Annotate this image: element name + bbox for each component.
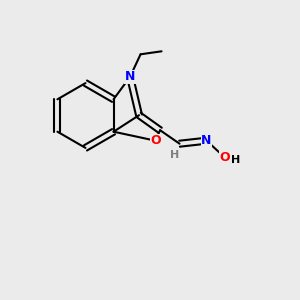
Text: N: N [201,134,212,147]
Text: H: H [169,150,179,160]
Text: O: O [219,151,230,164]
Text: N: N [125,70,135,83]
Text: H: H [231,154,241,165]
Text: O: O [150,134,161,147]
